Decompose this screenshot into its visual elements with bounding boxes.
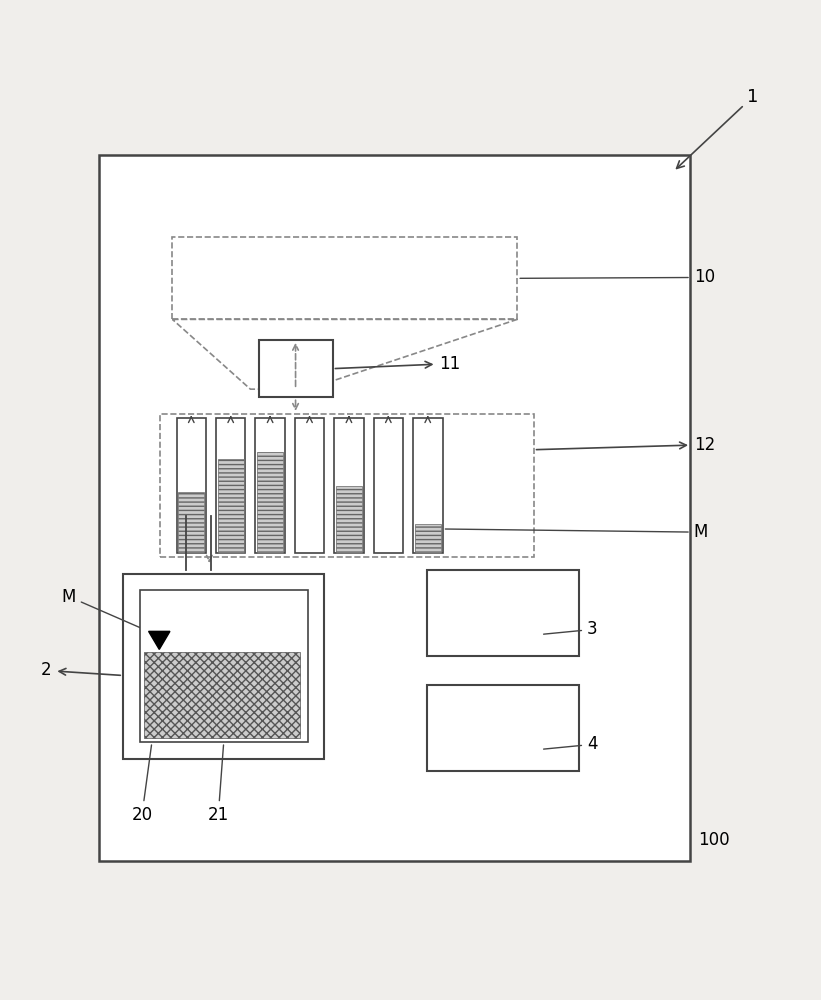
Text: 3: 3 bbox=[544, 620, 598, 638]
Bar bbox=[177, 418, 206, 553]
Text: 10: 10 bbox=[520, 268, 715, 286]
Bar bbox=[123, 574, 324, 759]
Text: 12: 12 bbox=[536, 436, 715, 454]
Polygon shape bbox=[149, 631, 170, 649]
Bar bbox=[336, 486, 362, 553]
Text: 4: 4 bbox=[544, 735, 598, 753]
Bar bbox=[216, 418, 245, 553]
Bar bbox=[295, 418, 324, 553]
Bar bbox=[144, 652, 300, 738]
Text: 100: 100 bbox=[698, 831, 730, 849]
Bar bbox=[257, 452, 283, 553]
Bar bbox=[160, 414, 534, 557]
Bar bbox=[334, 418, 364, 553]
Bar bbox=[427, 685, 579, 771]
Text: 21: 21 bbox=[208, 745, 229, 824]
Text: 11: 11 bbox=[335, 355, 461, 373]
Bar bbox=[178, 492, 204, 553]
Text: 1: 1 bbox=[677, 88, 759, 168]
Bar bbox=[140, 590, 308, 742]
Bar bbox=[218, 459, 244, 553]
Text: 20: 20 bbox=[131, 745, 153, 824]
Polygon shape bbox=[172, 319, 517, 389]
Bar bbox=[413, 418, 443, 553]
Bar bbox=[415, 524, 441, 553]
Bar bbox=[427, 570, 579, 656]
Bar bbox=[99, 155, 690, 861]
Bar bbox=[172, 237, 517, 319]
Bar bbox=[255, 418, 285, 553]
Bar bbox=[259, 340, 333, 397]
Text: 2: 2 bbox=[41, 661, 121, 679]
Text: M: M bbox=[62, 588, 146, 630]
Bar bbox=[374, 418, 403, 553]
Text: M: M bbox=[445, 523, 709, 541]
